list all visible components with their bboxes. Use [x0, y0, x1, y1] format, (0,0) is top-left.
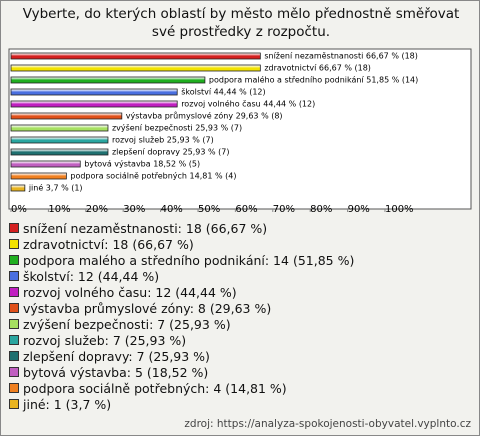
bar-label-bg — [180, 98, 317, 109]
legend-swatch — [9, 335, 19, 345]
legend-swatch — [9, 271, 19, 281]
legend-label: podpora malého a středního podnikání: 14… — [23, 253, 355, 268]
legend-swatch — [9, 239, 19, 249]
bar-label: snížení nezaměstnanosti 66,67 % (18) — [264, 52, 418, 61]
x-tick-label: 20% — [86, 204, 108, 215]
legend-swatch — [9, 399, 19, 409]
bar — [10, 136, 109, 144]
legend-item: podpora sociálně potřebných: 4 (14,81 %) — [9, 381, 354, 397]
bar — [10, 124, 109, 132]
chart-title: Vyberte, do kterých oblastí by město měl… — [22, 6, 460, 40]
bar-label-bg — [263, 63, 372, 73]
bar — [10, 64, 261, 72]
legend-label: snížení nezaměstnanosti: 18 (66,67 %) — [23, 221, 268, 236]
bar-label: školství 44,44 % (12) — [181, 87, 265, 97]
legend-item: snížení nezaměstnanosti: 18 (66,67 %) — [9, 221, 354, 237]
legend-swatch — [9, 367, 19, 377]
legend-label: zlepšení dopravy: 7 (25,93 %) — [23, 349, 210, 364]
bar-label: rozvoj volného času 44,44 % (12) — [181, 99, 315, 109]
legend-swatch — [9, 287, 19, 297]
legend-label: výstavba průmyslové zóny: 8 (29,63 %) — [23, 301, 272, 316]
x-tick-label: 50% — [198, 204, 220, 215]
bar — [10, 148, 109, 156]
legend-swatch — [9, 255, 19, 265]
legend-label: podpora sociálně potřebných: 4 (14,81 %) — [23, 381, 287, 396]
bar — [10, 112, 123, 120]
legend-item: výstavba průmyslové zóny: 8 (29,63 %) — [9, 301, 354, 317]
bar-label-bg — [110, 146, 231, 157]
legend-label: rozvoj volného času: 12 (44,44 %) — [23, 285, 237, 300]
legend-item: zdravotnictví: 18 (66,67 %) — [9, 237, 354, 253]
bar-label-bg — [83, 159, 202, 169]
bar-label: jiné 3,7 % (1) — [28, 183, 83, 193]
legend: snížení nezaměstnanosti: 18 (66,67 %) zdr… — [9, 221, 354, 413]
bar-label: výstavba průmyslové zóny 29,63 % (8) — [126, 111, 283, 121]
bar-label: bytová výstavba 18,52 % (5) — [84, 160, 200, 169]
source: zdroj: https://analyza-spokojenosti-obyv… — [184, 418, 471, 430]
legend-label: zvýšení bezpečnosti: 7 (25,93 %) — [23, 317, 231, 332]
bar-label: zlepšení dopravy 25,93 % (7) — [112, 147, 230, 157]
legend-item: zvýšení bezpečnosti: 7 (25,93 %) — [9, 317, 354, 333]
bar-label: zvýšení bezpečnosti 25,93 % (7) — [112, 123, 242, 133]
legend-swatch — [9, 223, 19, 233]
bar-label-bg — [26, 182, 84, 193]
x-tick-label: 0% — [11, 204, 27, 215]
bar-label-bg — [124, 110, 284, 121]
bar-label: podpora sociálně potřebných 14,81 % (4) — [70, 172, 236, 181]
legend-label: zdravotnictví: 18 (66,67 %) — [23, 237, 194, 252]
x-tick-label: 90% — [348, 204, 370, 215]
bar — [10, 184, 26, 192]
bar-label: rozvoj služeb 25,93 % (7) — [112, 136, 214, 145]
legend-swatch — [9, 319, 19, 329]
x-tick-label: 40% — [161, 204, 183, 215]
legend-swatch — [9, 351, 19, 361]
bar-label-bg — [263, 51, 419, 61]
bar-label: zdravotnictví 66,67 % (18) — [264, 64, 371, 73]
legend-item: rozvoj volného času: 12 (44,44 %) — [9, 285, 354, 301]
bar-label-bg — [69, 171, 238, 181]
x-tick-label: 70% — [273, 204, 295, 215]
legend-item: zlepšení dopravy: 7 (25,93 %) — [9, 349, 354, 365]
bar — [10, 88, 178, 96]
bar-label-bg — [207, 74, 420, 85]
bar — [10, 160, 81, 168]
bar — [10, 52, 261, 60]
legend-label: bytová výstavba: 5 (18,52 %) — [23, 365, 209, 380]
legend-item: podpora malého a středního podnikání: 14… — [9, 253, 354, 269]
legend-item: rozvoj služeb: 7 (25,93 %) — [9, 333, 354, 349]
legend-label: školství: 12 (44,44 %) — [23, 269, 160, 284]
x-tick-label: 100% — [385, 204, 414, 215]
bar-label-bg — [110, 135, 215, 145]
bar-label-bg — [180, 86, 267, 97]
x-tick-label: 80% — [310, 204, 332, 215]
bar-label: podpora malého a středního podnikání 51,… — [209, 75, 418, 85]
legend-item: bytová výstavba: 5 (18,52 %) — [9, 365, 354, 381]
bar — [10, 100, 178, 108]
x-tick-label: 60% — [235, 204, 257, 215]
bar — [10, 172, 67, 180]
legend-item: jiné: 1 (3,7 %) — [9, 397, 354, 413]
legend-label: jiné: 1 (3,7 %) — [23, 397, 112, 412]
x-tick-label: 30% — [123, 204, 145, 215]
legend-swatch — [9, 303, 19, 313]
legend-item: školství: 12 (44,44 %) — [9, 269, 354, 285]
legend-swatch — [9, 383, 19, 393]
legend-label: rozvoj služeb: 7 (25,93 %) — [23, 333, 187, 348]
bar — [10, 76, 206, 84]
x-tick-label: 10% — [48, 204, 70, 215]
bar-label-bg — [110, 122, 244, 133]
